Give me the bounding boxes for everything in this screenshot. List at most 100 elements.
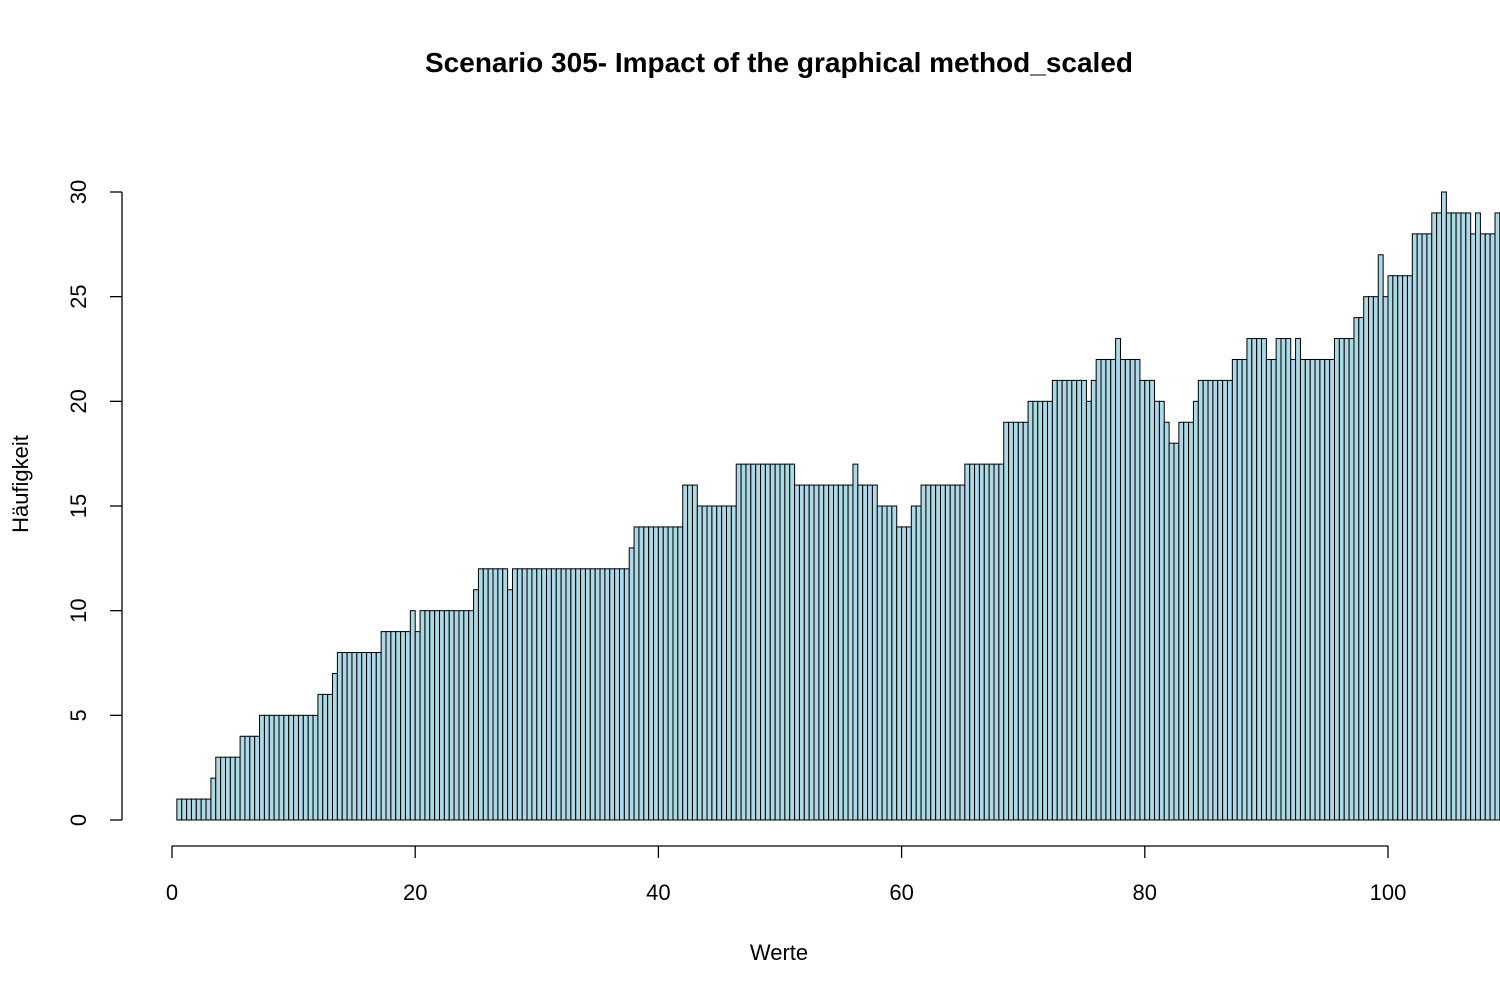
histogram-bar (1003, 421, 1010, 821)
histogram-bar (920, 484, 927, 821)
histogram-bar (283, 714, 290, 821)
histogram-bar (930, 484, 937, 821)
histogram-bar (429, 610, 436, 821)
histogram-bar (1076, 379, 1083, 821)
histogram-bar (823, 484, 830, 821)
histogram-bar (837, 484, 844, 821)
histogram-bar (1441, 191, 1447, 821)
histogram-bar (176, 798, 183, 821)
histogram-bar (1475, 212, 1481, 821)
histogram-bar (891, 505, 898, 821)
histogram-bar (954, 484, 961, 821)
histogram-bar (1470, 233, 1477, 821)
histogram-bar (448, 610, 455, 821)
histogram-bar (1212, 379, 1219, 821)
histogram-bar (1051, 379, 1058, 821)
histogram-bar (1479, 233, 1486, 821)
histogram-bar (220, 756, 226, 821)
histogram-bar (969, 463, 976, 821)
histogram-bar (1105, 358, 1112, 821)
y-tick-label: 5 (66, 709, 91, 721)
histogram-bar (959, 484, 966, 821)
histogram-bar (687, 484, 693, 821)
histogram-bar (439, 610, 445, 821)
x-tick-label: 20 (403, 880, 427, 905)
histogram-bar (1406, 275, 1413, 821)
y-tick-label: 20 (66, 389, 91, 413)
histogram-bar (560, 568, 567, 821)
histogram-bar (964, 463, 971, 821)
histogram-bar (312, 714, 319, 821)
histogram-bar (273, 714, 280, 821)
histogram-bar (361, 652, 368, 821)
histogram-bar (1183, 421, 1190, 821)
histogram-bar (1056, 379, 1063, 821)
histogram-bar (1489, 233, 1496, 821)
histogram-bar (691, 484, 698, 821)
histogram-bar (779, 463, 786, 821)
histogram-bar (1372, 296, 1379, 821)
histogram-bar (808, 484, 815, 821)
histogram-bar (473, 589, 479, 821)
histogram-bar (794, 484, 800, 821)
histogram-bar (1202, 379, 1209, 821)
histogram-bar (614, 568, 620, 821)
histogram-bar (521, 568, 528, 821)
histogram-bar (852, 463, 859, 821)
histogram-bar (1377, 254, 1384, 821)
histogram-bar (1363, 296, 1370, 821)
histogram-bar (570, 568, 577, 821)
histogram-bar (764, 463, 771, 821)
histogram-bar (1066, 379, 1073, 821)
histogram-bar (1090, 379, 1097, 821)
histogram-bar (594, 568, 601, 821)
histogram-bar (1032, 400, 1039, 821)
histogram-bar (949, 484, 956, 821)
histogram-bar (502, 568, 509, 821)
histogram-bar (1134, 358, 1141, 821)
histogram-bar (940, 484, 946, 821)
histogram-bar (1304, 358, 1311, 821)
histogram-bar (1426, 233, 1433, 821)
histogram-bar (1144, 379, 1151, 821)
histogram-bar (254, 735, 261, 821)
histogram-bar (370, 652, 377, 821)
histogram-bar (487, 568, 494, 821)
histogram-bar (507, 589, 513, 821)
histogram-bar (1353, 317, 1360, 821)
histogram-bar (293, 714, 299, 821)
histogram-bar (1236, 358, 1243, 821)
histogram-bar (511, 568, 518, 821)
histogram-bar (1163, 421, 1170, 821)
y-axis: 0 5 10 15 20 25 30 (66, 180, 123, 826)
histogram-bar (604, 568, 611, 821)
histogram-bar (745, 463, 752, 821)
histogram-bar (1188, 421, 1194, 821)
histogram-bar (195, 798, 202, 821)
histogram-bar (1309, 358, 1316, 821)
histogram-bar (351, 652, 358, 821)
histogram-bar (317, 693, 324, 821)
histogram-bar (1484, 233, 1491, 821)
histogram-bar (356, 652, 363, 821)
histogram-bar (322, 693, 329, 821)
histogram-bar (468, 610, 475, 821)
histogram-bar (482, 568, 489, 821)
histogram-bar (1445, 212, 1452, 821)
histogram-bar (784, 463, 791, 821)
histogram-bar (1022, 421, 1029, 821)
histogram-bar (633, 526, 640, 821)
histogram-bar (628, 547, 635, 821)
histogram-bar (259, 714, 265, 821)
histogram-bar (1368, 296, 1374, 821)
histogram-bar (1168, 442, 1175, 821)
histogram-bar (1290, 358, 1297, 821)
histogram-bar (798, 484, 805, 821)
histogram-bar (1329, 358, 1335, 821)
histogram-bar (327, 693, 334, 821)
x-tick-label: 80 (1133, 880, 1157, 905)
histogram-bar (1231, 358, 1238, 821)
histogram-bar (584, 568, 591, 821)
histogram-bar (1348, 338, 1355, 821)
histogram-bar (1222, 379, 1228, 821)
